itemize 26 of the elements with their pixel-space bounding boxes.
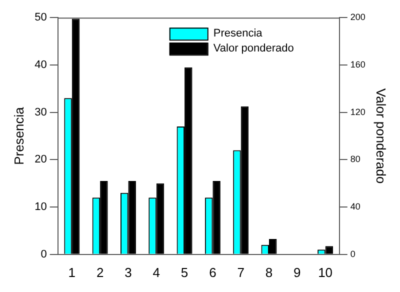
legend-label: Valor ponderado xyxy=(213,42,294,55)
x-tick-label: 7 xyxy=(237,264,244,280)
y-tick-label: 40 xyxy=(34,58,47,71)
y-axis-title: Presencia xyxy=(11,106,26,165)
x-tick-label: 4 xyxy=(152,264,160,280)
y2-tick-label: 40 xyxy=(350,202,360,212)
x-tick-label: 1 xyxy=(68,264,76,280)
x-tick-label: 8 xyxy=(265,264,273,280)
legend-label: Presencia xyxy=(213,28,264,40)
x-tick-label: 6 xyxy=(209,264,216,280)
x-tick-label: 9 xyxy=(294,264,301,280)
y2-axis-title: Valor ponderado xyxy=(374,88,389,184)
y2-tick-label: 200 xyxy=(350,12,366,22)
x-tick-label: 5 xyxy=(180,264,188,280)
x-tick-label: 3 xyxy=(124,264,132,280)
y2-tick-label: 120 xyxy=(350,106,366,117)
y2-tick-label: 80 xyxy=(350,154,360,164)
y-tick-label: 50 xyxy=(34,12,47,24)
x-tick-label: 10 xyxy=(318,264,333,280)
y-tick-label: 10 xyxy=(34,201,47,214)
y-tick-label: 30 xyxy=(34,106,47,118)
y2-tick-label: 0 xyxy=(350,248,356,259)
y-tick-label: 20 xyxy=(34,154,47,166)
y2-tick-label: 160 xyxy=(350,59,366,70)
y-tick-label: 0 xyxy=(40,248,47,260)
x-tick-label: 2 xyxy=(96,264,104,280)
